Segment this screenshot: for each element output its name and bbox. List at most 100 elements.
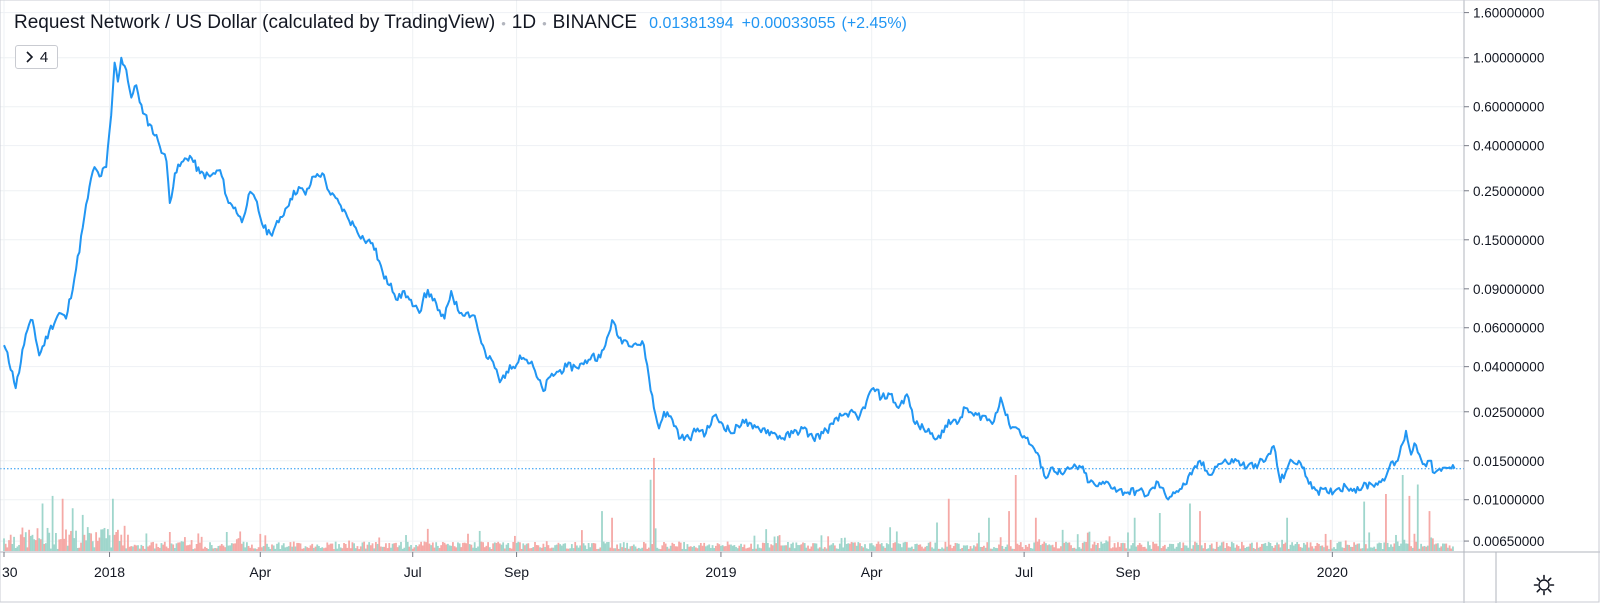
volume-bar xyxy=(765,529,768,551)
volume-bar xyxy=(661,545,664,551)
volume-bar xyxy=(1106,541,1109,551)
volume-bar xyxy=(95,532,98,551)
volume-bar xyxy=(715,545,717,551)
volume-bar xyxy=(902,542,905,551)
volume-bar xyxy=(895,531,898,551)
volume-bar xyxy=(234,543,237,551)
volume-bar xyxy=(830,544,833,551)
volume-bar xyxy=(319,547,322,551)
volume-bar xyxy=(115,532,118,551)
volume-bar xyxy=(8,540,10,551)
volume-bar xyxy=(108,535,111,551)
volume-bar xyxy=(545,541,548,551)
volume-bar xyxy=(535,545,538,551)
volume-bar xyxy=(251,544,253,551)
volume-bar xyxy=(1235,544,1238,551)
volume-bar xyxy=(617,548,620,551)
volume-bar xyxy=(70,530,72,551)
volume-bar xyxy=(1041,543,1044,551)
price-change-pct: (+2.45%) xyxy=(841,15,907,32)
symbol-title[interactable]: Request Network / US Dollar (calculated … xyxy=(14,12,496,33)
volume-bar xyxy=(867,549,870,551)
volume-bar xyxy=(281,545,283,551)
volume-bar xyxy=(550,547,553,551)
volume-bar xyxy=(763,543,766,551)
volume-bar xyxy=(58,539,61,551)
volume-bar xyxy=(1170,543,1173,551)
volume-bar xyxy=(168,532,171,551)
volume-bar xyxy=(411,548,414,551)
indicators-toggle-button[interactable]: 4 xyxy=(15,45,58,69)
volume-bar xyxy=(1423,545,1426,551)
volume-bar xyxy=(23,537,26,551)
volume-bar xyxy=(800,544,803,551)
volume-bar xyxy=(1034,517,1037,551)
volume-bar xyxy=(1021,547,1024,551)
volume-bar xyxy=(1240,541,1243,551)
volume-bar xyxy=(1076,534,1079,551)
volume-bar xyxy=(837,548,840,551)
volume-bar xyxy=(1130,545,1133,551)
volume-bar xyxy=(485,545,488,551)
volume-bar xyxy=(492,543,495,551)
volume-bar xyxy=(522,543,525,551)
volume-bar xyxy=(1120,543,1123,551)
volume-bar xyxy=(450,545,453,551)
volume-bar xyxy=(1046,545,1049,551)
volume-bar xyxy=(1036,541,1039,551)
volume-bar xyxy=(795,542,798,551)
volume-bar xyxy=(885,543,888,551)
volume-bar xyxy=(1302,542,1305,551)
volume-bar xyxy=(1366,548,1369,551)
volume-bar xyxy=(704,546,707,551)
volume-bar xyxy=(1230,541,1233,551)
volume-bar xyxy=(946,546,948,551)
volume-bar xyxy=(1299,547,1302,551)
volume-bar xyxy=(1348,545,1350,551)
volume-bar xyxy=(1043,541,1046,551)
volume-bar xyxy=(641,547,644,551)
volume-bar xyxy=(1388,547,1391,551)
volume-bar xyxy=(128,546,131,551)
volume-bar xyxy=(1281,539,1283,551)
volume-bar xyxy=(534,542,536,551)
volume-bar xyxy=(321,547,324,551)
time-axis-label: 2018 xyxy=(94,564,125,580)
volume-bar xyxy=(1016,543,1019,551)
volume-bar xyxy=(1133,517,1136,551)
volume-bar xyxy=(262,546,265,551)
volume-bar xyxy=(1329,539,1332,551)
volume-bar xyxy=(291,546,294,551)
volume-bar xyxy=(1311,546,1314,551)
volume-bar xyxy=(289,542,292,551)
volume-bar xyxy=(532,547,535,551)
volume-bar xyxy=(366,544,369,551)
volume-bar xyxy=(56,548,59,551)
volume-bar xyxy=(833,545,836,551)
volume-bar xyxy=(1068,542,1071,551)
chart-settings-button[interactable] xyxy=(1533,574,1555,596)
volume-bar xyxy=(1045,543,1047,551)
volume-bar xyxy=(832,543,835,551)
volume-bar xyxy=(1344,540,1347,551)
volume-bar xyxy=(656,547,659,551)
volume-bar xyxy=(68,534,71,551)
volume-bar xyxy=(1004,546,1007,551)
volume-bar xyxy=(123,525,126,551)
volume-bar xyxy=(1272,547,1275,551)
volume-bar xyxy=(622,542,625,551)
volume-bar xyxy=(1001,545,1004,551)
volume-bar xyxy=(741,547,744,551)
volume-bar xyxy=(877,541,880,551)
interval-label[interactable]: 1D xyxy=(511,12,537,33)
volume-bar xyxy=(1356,543,1359,551)
volume-bar xyxy=(559,544,562,551)
volume-bar xyxy=(180,541,183,551)
volume-bar xyxy=(1212,548,1215,551)
price-axis-label: 0.01500000 xyxy=(1473,454,1544,469)
volume-bar xyxy=(1147,541,1149,551)
volume-bar xyxy=(1343,547,1345,551)
time-axis-label: 2019 xyxy=(705,564,736,580)
